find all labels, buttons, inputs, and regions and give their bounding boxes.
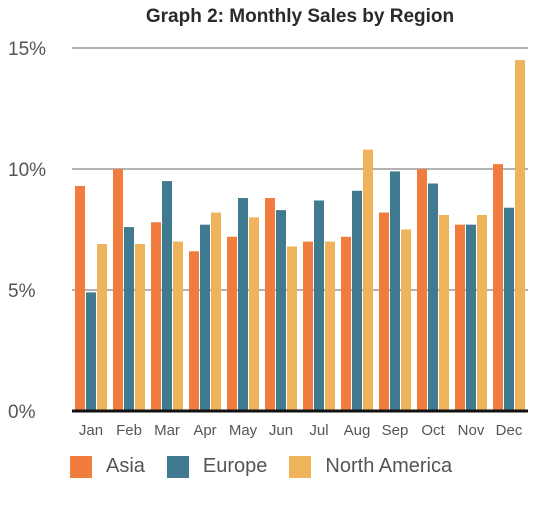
- bar-asia-mar: [151, 222, 161, 411]
- x-tick-label: Jan: [79, 422, 103, 439]
- bar-asia-aug: [341, 236, 351, 411]
- bar-europe-jul: [314, 200, 324, 411]
- x-tick-label: Apr: [193, 422, 216, 439]
- bar-europe-apr: [200, 224, 210, 411]
- y-tick-label: 10%: [8, 160, 46, 181]
- legend: Asia Europe North America: [70, 455, 474, 478]
- x-tick-label: Nov: [458, 422, 485, 439]
- legend-label-europe: Europe: [202, 455, 268, 477]
- bar-north-america-feb: [135, 244, 145, 411]
- bar-europe-mar: [162, 181, 172, 411]
- bar-europe-jun: [276, 210, 286, 411]
- bars: [72, 60, 528, 413]
- bar-north-america-jul: [325, 241, 335, 411]
- bar-north-america-jan: [97, 244, 107, 411]
- legend-item-north-america: North America: [289, 455, 452, 478]
- bar-north-america-nov: [477, 214, 487, 411]
- bar-north-america-sep: [401, 229, 411, 411]
- x-tick-label: Jul: [309, 422, 328, 439]
- y-tick-label: 0%: [8, 402, 36, 423]
- x-tick-labels: Jan Feb Mar Apr May Jun Jul Aug Sep Oct Nov Dec: [79, 422, 523, 439]
- bar-north-america-apr: [211, 212, 221, 411]
- legend-swatch-north-america: [289, 455, 312, 478]
- bar-asia-apr: [189, 251, 199, 411]
- y-tick-label: 5%: [8, 281, 36, 302]
- bar-asia-jun: [265, 198, 275, 411]
- legend-label-asia: Asia: [106, 455, 145, 477]
- x-tick-label: Sep: [382, 422, 409, 439]
- legend-label-north-america: North America: [325, 455, 453, 477]
- bar-asia-dec: [493, 164, 503, 411]
- bar-europe-sep: [390, 171, 400, 411]
- bar-asia-jan: [75, 185, 85, 411]
- chart-title: Graph 2: Monthly Sales by Region: [145, 6, 455, 27]
- x-tick-label: May: [229, 422, 258, 439]
- bar-europe-oct: [428, 183, 438, 411]
- x-tick-label: Feb: [116, 422, 142, 439]
- bar-asia-may: [227, 236, 237, 411]
- x-tick-label: Jun: [269, 422, 293, 439]
- bar-europe-jan: [86, 292, 96, 411]
- bar-asia-nov: [455, 224, 465, 411]
- x-tick-label: Oct: [421, 422, 445, 439]
- y-tick-labels: 0% 5% 10% 15%: [8, 39, 46, 423]
- bar-asia-jul: [303, 241, 313, 411]
- bar-europe-nov: [466, 224, 476, 411]
- y-tick-label: 15%: [8, 39, 46, 60]
- bar-asia-oct: [417, 169, 427, 411]
- bar-north-america-mar: [173, 241, 183, 411]
- bar-europe-dec: [504, 207, 514, 411]
- bar-asia-sep: [379, 212, 389, 411]
- x-tick-label: Aug: [344, 422, 371, 439]
- x-tick-label: Mar: [154, 422, 180, 439]
- bar-europe-aug: [352, 190, 362, 411]
- legend-item-europe: Europe: [166, 455, 268, 478]
- bar-north-america-dec: [515, 60, 525, 411]
- legend-swatch-europe: [166, 455, 189, 478]
- legend-swatch-asia: [70, 455, 92, 478]
- bar-europe-feb: [124, 227, 134, 411]
- legend-item-asia: Asia: [70, 455, 145, 478]
- bar-europe-may: [238, 198, 248, 411]
- x-tick-label: Dec: [496, 422, 523, 439]
- bar-north-america-oct: [439, 214, 449, 411]
- bar-north-america-jun: [287, 246, 297, 411]
- bar-asia-feb: [113, 169, 123, 411]
- bar-north-america-may: [249, 217, 259, 411]
- bar-north-america-aug: [363, 149, 373, 411]
